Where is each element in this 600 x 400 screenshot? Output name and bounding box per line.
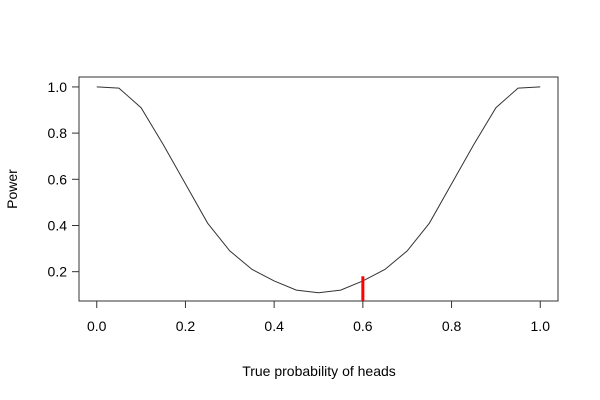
x-tick-label: 0.8	[442, 318, 462, 334]
x-tick-label: 1.0	[531, 318, 551, 334]
y-tick-label: 0.8	[48, 125, 68, 141]
y-tick-label: 0.4	[48, 217, 68, 233]
x-tick-label: 0.4	[264, 318, 284, 334]
y-tick-label: 0.2	[48, 264, 68, 280]
x-tick-label: 0.6	[353, 318, 373, 334]
plot-frame	[78, 76, 559, 302]
x-axis-label: True probability of heads	[242, 363, 396, 379]
x-tick-label: 0.2	[176, 318, 196, 334]
y-tick-label: 0.6	[48, 171, 68, 187]
x-tick-label: 0.0	[87, 318, 107, 334]
power-curve	[96, 86, 541, 294]
y-tick-label: 1.0	[48, 79, 68, 95]
y-axis-label: Power	[4, 169, 20, 209]
